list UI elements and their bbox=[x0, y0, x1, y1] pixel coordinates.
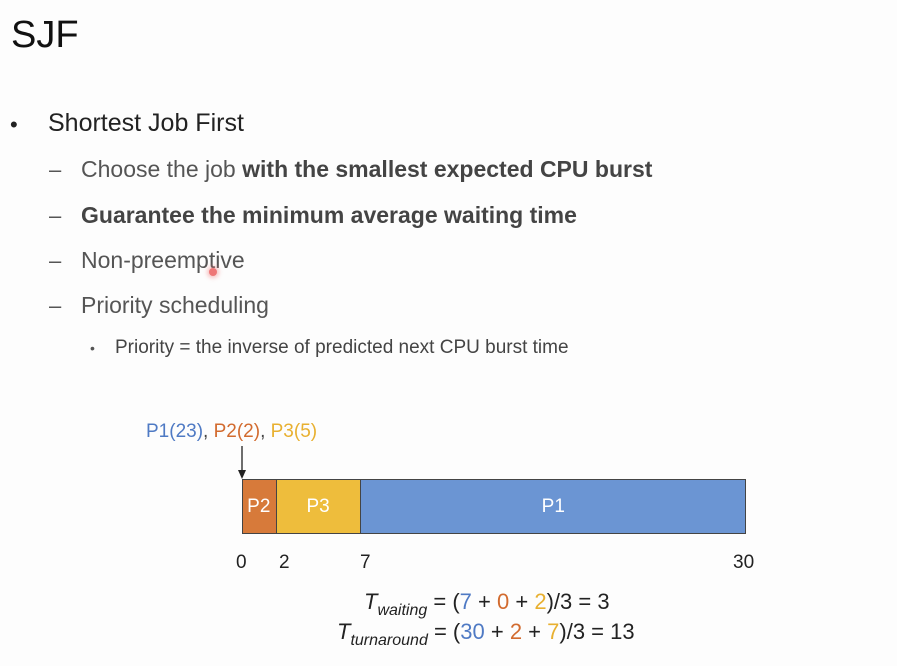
formula-text: + bbox=[509, 589, 535, 614]
bullet-choose-job-text: Choose the job bbox=[81, 156, 243, 182]
arrival-arrow-icon bbox=[238, 446, 246, 479]
legend-p3: P3(5) bbox=[270, 421, 318, 442]
turnaround-time-formula: Tturnaround = (30 + 2 + 7)/3 = 13 bbox=[337, 619, 635, 650]
pointer-cursor-icon bbox=[209, 268, 217, 276]
gantt-segment-p2: P2 bbox=[242, 479, 276, 534]
formula-text: + bbox=[484, 619, 510, 644]
formula-subscript: turnaround bbox=[350, 632, 428, 649]
bullet-dot: • bbox=[10, 112, 18, 137]
formula-text: + bbox=[522, 619, 548, 644]
formula-value-p2: 0 bbox=[497, 589, 510, 614]
formula-value-p1: 30 bbox=[460, 619, 485, 644]
dash-marker: – bbox=[49, 203, 62, 228]
legend-separator: , bbox=[203, 421, 214, 442]
tick-label: 0 bbox=[236, 552, 247, 573]
gantt-segment-p3: P3 bbox=[275, 479, 360, 534]
dash-marker: – bbox=[49, 157, 62, 182]
bullet-choose-job: Choose the job with the smallest expecte… bbox=[81, 156, 652, 183]
formula-value-p3: 7 bbox=[547, 619, 560, 644]
formula-text: )/3 = 13 bbox=[559, 619, 635, 644]
formula-text: )/3 = 3 bbox=[546, 589, 610, 614]
slide-title: SJF bbox=[11, 14, 79, 56]
legend-separator: , bbox=[260, 421, 271, 442]
bullet-guarantee-bold: Guarantee the minimum average waiting ti… bbox=[81, 202, 577, 228]
bullet-non-preemptive: Non-preemptive bbox=[81, 247, 245, 273]
legend-p2: P2(2) bbox=[213, 421, 261, 442]
formula-value-p1: 7 bbox=[459, 589, 472, 614]
small-bullet-dot: • bbox=[90, 340, 95, 356]
bullet-priority-scheduling: Priority scheduling bbox=[81, 292, 269, 318]
dash-marker: – bbox=[49, 248, 62, 273]
formula-text: = ( bbox=[427, 619, 461, 644]
waiting-time-formula: Twaiting = (7 + 0 + 2)/3 = 3 bbox=[364, 589, 610, 620]
gantt-segment-p1: P1 bbox=[359, 479, 746, 534]
bullet-main: Shortest Job First bbox=[48, 109, 244, 137]
formula-subscript: waiting bbox=[377, 602, 428, 619]
formula-value-p2: 2 bbox=[509, 619, 523, 644]
legend-p1: P1(23) bbox=[146, 421, 204, 442]
tick-label: 7 bbox=[360, 552, 371, 573]
bullet-priority-definition: Priority = the inverse of predicted next… bbox=[115, 337, 569, 358]
formula-text: + bbox=[471, 589, 497, 614]
formula-value-p3: 2 bbox=[534, 589, 547, 614]
bullet-choose-job-bold: with the smallest expected CPU burst bbox=[242, 156, 653, 182]
formula-symbol: T bbox=[364, 589, 378, 614]
process-legend: P1(23), P2(2), P3(5) bbox=[146, 421, 317, 443]
tick-label: 30 bbox=[733, 552, 755, 573]
tick-label: 2 bbox=[279, 552, 290, 573]
formula-text: = ( bbox=[427, 589, 460, 614]
dash-marker: – bbox=[49, 293, 62, 318]
formula-symbol: T bbox=[337, 619, 351, 644]
bullet-guarantee: Guarantee the minimum average waiting ti… bbox=[81, 202, 577, 229]
